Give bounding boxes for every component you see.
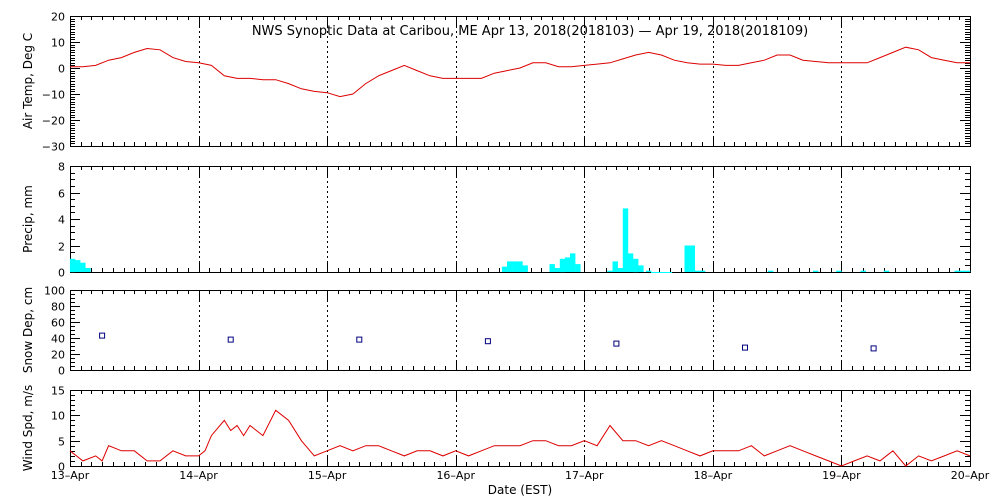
precip-bar [554, 268, 560, 272]
y-tick-label: 8 [58, 161, 65, 174]
x-tick-label: 18–Apr [694, 469, 733, 482]
precip-bar [661, 272, 667, 273]
y-tick-label: 6 [58, 188, 65, 201]
precip-bar [522, 265, 528, 272]
y-tick-label: 4 [58, 214, 65, 227]
y-tick-label: 0 [58, 365, 65, 378]
y-tick-label: 15 [51, 385, 65, 398]
precip-bar [549, 264, 555, 272]
snow-marker [613, 340, 620, 347]
precip-bar [768, 270, 774, 272]
y-tick-label: 80 [51, 301, 65, 314]
precip-bar [651, 272, 657, 273]
y-tick-label: 40 [51, 333, 65, 346]
snow-marker [742, 344, 748, 351]
precip-bar [85, 268, 91, 272]
precip-bar [964, 270, 971, 272]
x-tick-label: 17–Apr [565, 469, 604, 482]
x-tick-label: 20–Apr [951, 469, 990, 482]
panel-frame [70, 166, 971, 273]
y-axis-label: Snow Dep, cm [21, 287, 35, 373]
y-axis-label: Wind Spd, m/s [21, 385, 35, 471]
panel-frame [70, 390, 971, 467]
y-tick-label: 60 [51, 317, 65, 330]
y-tick-label: −30 [42, 141, 65, 154]
precip-bar [959, 270, 965, 272]
y-tick-label: 10 [51, 410, 65, 423]
y-tick-label: 5 [58, 436, 65, 449]
y-tick-label: 0 [58, 63, 65, 76]
precip-bar [627, 253, 634, 272]
snow-marker [356, 336, 363, 343]
y-tick-label: 20 [51, 11, 65, 24]
y-tick-label: 2 [58, 241, 65, 254]
precip-bar [645, 270, 652, 272]
precip-bar [633, 258, 639, 273]
precip-bar [512, 261, 518, 272]
precip-bar [607, 270, 613, 272]
y-axis-label: Precip, mm [21, 185, 35, 253]
precip-bar [689, 245, 695, 272]
snow-marker [484, 338, 491, 345]
precip-bar [666, 272, 672, 273]
precip-bar [684, 245, 690, 272]
precip-bar [75, 260, 81, 272]
x-tick-label: 14–Apr [179, 469, 218, 482]
precip-bar [954, 270, 960, 272]
y-axis-label: Air Temp, Deg C [21, 33, 35, 129]
precip-bar [69, 258, 76, 273]
panel-3: 0 5 10 15 Wind Spd, m/s [21, 385, 971, 474]
y-tick-label: −10 [42, 89, 65, 102]
panel-1: 0 2 4 6 8 Precip, mm [21, 161, 971, 280]
snow-marker [99, 332, 106, 339]
precip-bar [638, 265, 644, 272]
precip-bar [564, 257, 571, 272]
precip-bar [501, 266, 508, 272]
y-tick-label: 0 [58, 267, 65, 280]
x-tick-label: 19–Apr [822, 469, 861, 482]
precip-bar [656, 272, 662, 273]
precip-bar [836, 270, 842, 272]
precip-bar [559, 258, 566, 273]
chart-title: NWS Synoptic Data at Caribou, ME Apr 13,… [252, 24, 808, 39]
precip-bar [612, 261, 618, 272]
precip-bar [507, 261, 513, 272]
precip-bar [617, 268, 623, 272]
x-tick-label: 15–Apr [308, 469, 347, 482]
y-tick-label: 10 [51, 37, 65, 50]
panel-frame [70, 290, 971, 371]
y-tick-label: 20 [51, 349, 65, 362]
panels: −30 −20 −10 0 10 20 Air Temp, Deg C 0 2 4 6 8 Precip… [21, 11, 990, 483]
y-tick-label: 100 [44, 285, 65, 298]
panel-0: −30 −20 −10 0 10 20 Air Temp, Deg C [21, 11, 971, 154]
precip-bar [883, 270, 890, 272]
x-tick-label: 13–Apr [51, 469, 90, 482]
snow-marker [227, 336, 234, 343]
panel-2: 0 20 40 60 80 100 Snow Dep, cm [21, 285, 971, 378]
x-axis-label: Date (EST) [488, 483, 552, 497]
series-line [69, 409, 971, 467]
precip-bar [860, 270, 866, 272]
precip-bar [517, 261, 523, 272]
snow-marker [870, 345, 877, 352]
precip-bar [622, 208, 629, 272]
precip-bar [80, 262, 86, 272]
y-tick-label: −20 [42, 115, 65, 128]
precip-bar [699, 270, 706, 272]
series-line [70, 46, 970, 98]
x-tick-label: 16–Apr [436, 469, 475, 482]
precip-bar [813, 270, 819, 272]
precip-bar [575, 264, 581, 272]
precip-bar [694, 270, 701, 272]
precip-bar [570, 253, 576, 272]
y-tick-label: 0 [58, 461, 65, 474]
